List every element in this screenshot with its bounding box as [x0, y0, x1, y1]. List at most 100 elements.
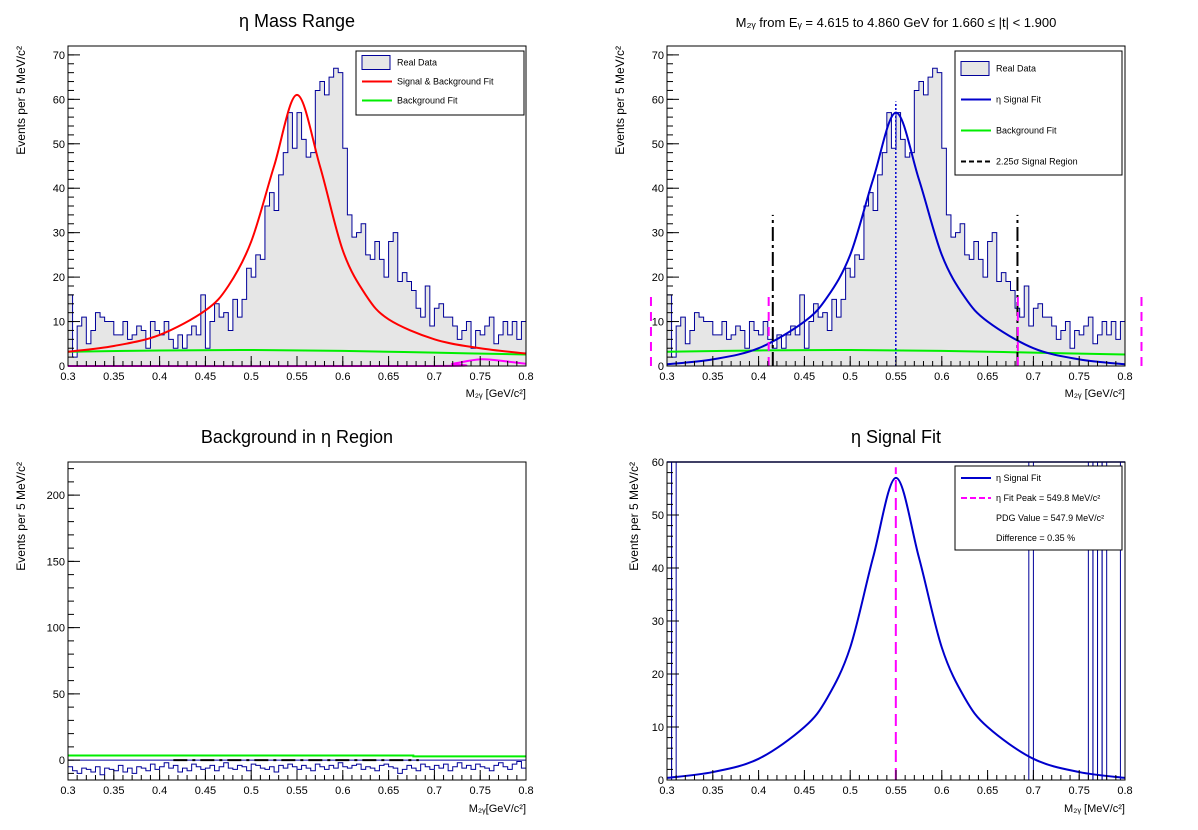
y-tick-label: 50: [652, 139, 664, 151]
legend: Real Data η Signal Fit Background Fit 2.25σ…: [954, 50, 1123, 176]
y-tick-label: 200: [47, 490, 65, 502]
x-tick-label: 0.4: [152, 785, 167, 797]
legend-label: η Signal Fit: [996, 473, 1042, 483]
legend-label: Difference = 0.35 %: [996, 533, 1075, 543]
x-tick-label: 0.6: [934, 785, 949, 797]
y-tick-label: 0: [658, 361, 664, 373]
x-tick-label: 0.3: [659, 785, 674, 797]
legend: η Signal Fit η Fit Peak = 549.8 MeV/c² PDG…: [954, 465, 1123, 551]
y-tick-label: 20: [652, 272, 664, 284]
x-tick-label: 0.65: [977, 785, 998, 797]
y-tick-label: 40: [652, 563, 664, 575]
x-tick-label: 0.55: [286, 371, 307, 383]
x-axis-label: M₂ᵧ [MeV/c²]: [1064, 803, 1125, 815]
x-tick-label: 0.8: [518, 371, 533, 383]
chart-panel-3: Background in η Region 0.3 0.35 0.4 0.45 0.5 0…: [14, 427, 534, 815]
y-tick-label: 70: [652, 50, 664, 62]
signal-background-fit-line: [67, 93, 527, 355]
x-tick-label: 0.75: [1068, 371, 1089, 383]
y-tick-label: 100: [47, 623, 65, 635]
x-tick-label: 0.65: [378, 371, 399, 383]
legend-swatch: [361, 55, 391, 70]
y-tick-label: 10: [53, 317, 65, 329]
y-tick-label: 50: [53, 139, 65, 151]
x-tick-label: 0.5: [244, 785, 259, 797]
legend-label: η Fit Peak = 549.8 MeV/c²: [996, 493, 1100, 503]
x-tick-label: 0.55: [885, 371, 906, 383]
chart-title: M₂ᵧ from Eᵧ = 4.615 to 4.860 GeV for 1.6…: [736, 15, 1057, 30]
legend-swatch: [960, 61, 990, 76]
background-fit-line: [67, 348, 527, 356]
chart-title: η Mass Range: [239, 11, 355, 31]
y-axis-label: Events per 5 MeV/c²: [613, 46, 627, 155]
x-tick-label: 0.3: [60, 785, 75, 797]
x-tick-label: 0.75: [469, 785, 490, 797]
data-histogram: [67, 67, 527, 367]
x-tick-label: 0.55: [286, 785, 307, 797]
y-tick-label: 20: [53, 272, 65, 284]
legend-label: 2.25σ Signal Region: [996, 157, 1078, 167]
y-tick-label: 20: [652, 669, 664, 681]
y-tick-label: 60: [652, 457, 664, 469]
legend-label: Background Fit: [397, 96, 458, 106]
x-tick-label: 0.35: [702, 371, 723, 383]
x-tick-label: 0.6: [335, 785, 350, 797]
x-tick-label: 0.75: [1068, 785, 1089, 797]
y-tick-label: 10: [652, 722, 664, 734]
legend-label: Real Data: [996, 64, 1036, 74]
x-tick-label: 0.55: [885, 785, 906, 797]
legend-box: [954, 465, 1123, 551]
chart-panel-1: η Mass Range 0.3 0.35 0.4 0.45 0.5 0.55 0.6 0.65…: [14, 11, 534, 400]
x-axis-label: M₂ᵧ[GeV/c²]: [469, 803, 526, 815]
y-axis-label: Events per 5 MeV/c²: [14, 462, 28, 571]
y-tick-label: 60: [53, 94, 65, 106]
signal-fit-line: [666, 476, 1126, 779]
x-tick-label: 0.65: [378, 785, 399, 797]
x-tick-label: 0.65: [977, 371, 998, 383]
legend: Real Data Signal & Background Fit Backgrou…: [355, 50, 525, 116]
y-tick-label: 30: [53, 228, 65, 240]
data-histogram: [67, 759, 527, 776]
x-tick-label: 0.3: [60, 371, 75, 383]
x-tick-label: 0.4: [751, 785, 766, 797]
chart-title: Background in η Region: [201, 427, 393, 447]
y-tick-label: 70: [53, 50, 65, 62]
legend-label: Background Fit: [996, 126, 1057, 136]
x-tick-label: 0.45: [794, 371, 815, 383]
y-tick-label: 30: [652, 616, 664, 628]
legend-label: PDG Value = 547.9 MeV/c²: [996, 513, 1104, 523]
legend-label: η Signal Fit: [996, 95, 1042, 105]
y-tick-label: 50: [652, 510, 664, 522]
x-tick-label: 0.7: [1026, 371, 1041, 383]
x-tick-label: 0.5: [843, 785, 858, 797]
x-tick-label: 0.8: [518, 785, 533, 797]
x-tick-label: 0.3: [659, 371, 674, 383]
y-tick-label: 0: [658, 775, 664, 787]
y-axis-label: Events per 5 MeV/c²: [14, 46, 28, 155]
x-tick-label: 0.5: [244, 371, 259, 383]
y-tick-label: 10: [652, 317, 664, 329]
y-axis-label: Events per 5 MeV/c²: [627, 462, 641, 571]
x-tick-label: 0.6: [934, 371, 949, 383]
x-tick-label: 0.8: [1117, 785, 1132, 797]
legend-label: Signal & Background Fit: [397, 77, 494, 87]
x-tick-label: 0.7: [1026, 785, 1041, 797]
x-tick-label: 0.45: [794, 785, 815, 797]
y-tick-label: 40: [53, 183, 65, 195]
y-tick-label: 150: [47, 556, 65, 568]
chart-panel-2: M₂ᵧ from Eᵧ = 4.615 to 4.860 GeV for 1.6…: [613, 15, 1143, 400]
x-axis-label: M₂ᵧ [GeV/c²]: [466, 388, 526, 400]
x-tick-label: 0.35: [702, 785, 723, 797]
x-tick-label: 0.75: [469, 371, 490, 383]
x-tick-label: 0.35: [103, 785, 124, 797]
x-tick-label: 0.7: [427, 371, 442, 383]
x-tick-label: 0.4: [751, 371, 766, 383]
x-tick-label: 0.6: [335, 371, 350, 383]
y-tick-label: 30: [652, 228, 664, 240]
y-tick-label: 60: [652, 94, 664, 106]
plot-frame: [67, 461, 527, 781]
y-tick-label: 40: [652, 183, 664, 195]
legend-label: Real Data: [397, 58, 437, 68]
x-tick-label: 0.4: [152, 371, 167, 383]
